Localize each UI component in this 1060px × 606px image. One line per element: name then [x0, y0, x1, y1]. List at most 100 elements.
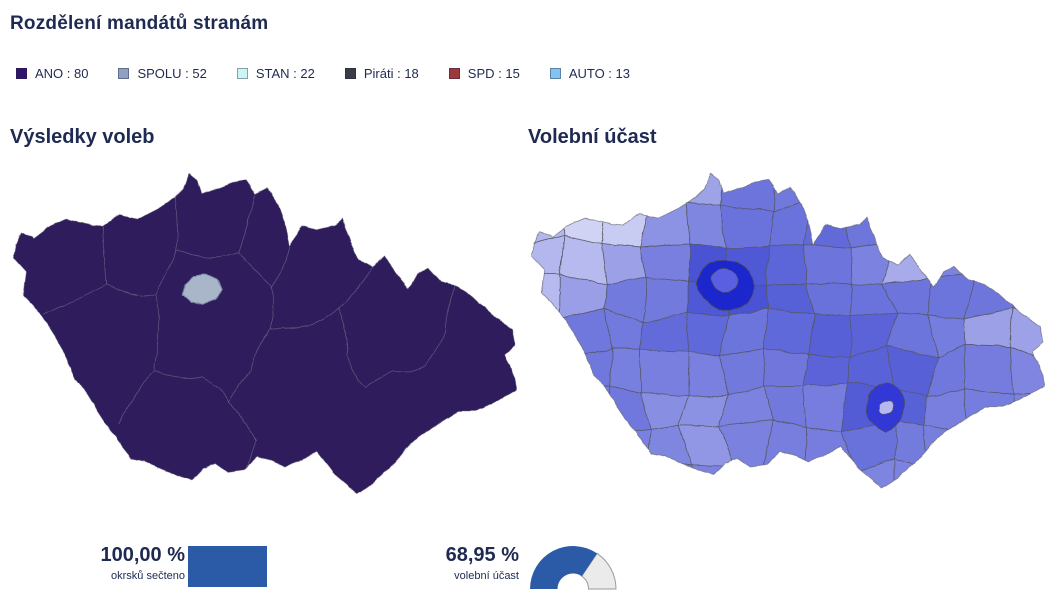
party-color-swatch: [549, 68, 561, 79]
counted-progress-bar: [188, 546, 267, 587]
party-color-swatch: [236, 68, 248, 79]
gauge-value-arc: [530, 546, 598, 589]
party-legend: ANO : 80 SPOLU : 52 STAN : 22 Piráti : 1…: [16, 66, 630, 81]
district-cell[interactable]: [1011, 390, 1052, 432]
district-cell[interactable]: [766, 283, 815, 315]
district-cell[interactable]: [718, 166, 777, 212]
district-cell[interactable]: [967, 430, 1019, 465]
legend-label: ANO : 80: [35, 66, 89, 81]
district-cell[interactable]: [560, 462, 605, 502]
district-cell[interactable]: [921, 197, 972, 244]
legend-label: AUTO : 13: [568, 66, 630, 81]
district-cell[interactable]: [599, 458, 647, 502]
prague-region[interactable]: [181, 273, 223, 306]
counted-stat: 100,00 % okrsků sečteno: [59, 543, 185, 582]
legend-item-auto[interactable]: AUTO : 13: [549, 66, 630, 81]
counted-percent-value: 100,00 %: [100, 544, 185, 566]
district-cell[interactable]: [524, 273, 561, 321]
district-cell[interactable]: [603, 429, 653, 467]
district-cell[interactable]: [963, 345, 1014, 395]
district-cell[interactable]: [968, 460, 1019, 502]
district-cell[interactable]: [557, 429, 609, 467]
district-cell[interactable]: [841, 166, 898, 201]
district-cell[interactable]: [1004, 199, 1052, 245]
turnout-gauge: [530, 546, 617, 590]
district-cell[interactable]: [561, 166, 607, 201]
legend-label: SPD : 15: [467, 66, 520, 81]
turnout-percent-value: 68,95 %: [445, 544, 519, 566]
district-cell[interactable]: [922, 424, 975, 468]
party-color-swatch: [16, 68, 27, 79]
country-shape-results[interactable]: [13, 173, 517, 494]
district-cell[interactable]: [524, 427, 561, 474]
legend-label: SPOLU : 52: [137, 66, 207, 81]
district-cell[interactable]: [639, 201, 691, 248]
district-cell[interactable]: [921, 237, 979, 279]
district-cell[interactable]: [929, 166, 978, 204]
legend-item-pirati[interactable]: Piráti : 18: [344, 66, 419, 81]
district-cell[interactable]: [609, 349, 642, 394]
party-color-swatch: [118, 68, 130, 79]
district-cell[interactable]: [524, 319, 570, 358]
district-cell[interactable]: [893, 172, 935, 199]
legend-label: Piráti : 18: [363, 66, 419, 81]
district-cell[interactable]: [718, 205, 775, 249]
legend-label: STAN : 22: [255, 66, 315, 81]
results-choropleth-map[interactable]: [6, 166, 524, 508]
turnout-choropleth-map[interactable]: [524, 166, 1052, 502]
district-cell[interactable]: [723, 465, 774, 502]
district-cell[interactable]: [766, 244, 807, 286]
party-color-swatch: [344, 68, 356, 79]
district-cell[interactable]: [965, 237, 1019, 275]
district-cell[interactable]: [524, 462, 562, 502]
counted-label: okrsků sečteno: [111, 570, 185, 582]
district-cell[interactable]: [524, 169, 572, 212]
district-cell[interactable]: [524, 391, 567, 431]
district-cell[interactable]: [965, 199, 1013, 245]
region-borders: [43, 195, 457, 471]
results-map-title: Výsledky voleb: [10, 126, 155, 148]
district-cell[interactable]: [1008, 458, 1052, 502]
district-cell[interactable]: [803, 355, 852, 387]
district-cell[interactable]: [804, 468, 857, 502]
district-cell[interactable]: [881, 241, 934, 286]
page-title: Rozdělení mandátů stranám: [10, 13, 269, 34]
legend-item-spd[interactable]: SPD : 15: [448, 66, 520, 81]
brno-city-district[interactable]: [879, 399, 894, 416]
party-color-swatch: [448, 68, 460, 79]
district-cell[interactable]: [807, 313, 852, 358]
district-cell[interactable]: [557, 385, 611, 435]
legend-item-ano[interactable]: ANO : 80: [16, 66, 88, 81]
turnout-map-title: Volební účast: [528, 126, 657, 148]
turnout-label: volební účast: [454, 570, 519, 582]
turnout-stat: 68,95 % volební účast: [393, 543, 519, 582]
district-cell[interactable]: [1004, 237, 1052, 275]
gauge-remainder-arc: [581, 552, 617, 590]
prague-city-district[interactable]: [709, 267, 739, 294]
legend-item-stan[interactable]: STAN : 22: [236, 66, 315, 81]
district-cells: [524, 166, 1052, 502]
district-cell[interactable]: [1012, 270, 1052, 311]
district-cell[interactable]: [802, 196, 852, 249]
district-cell[interactable]: [927, 463, 975, 502]
district-cell[interactable]: [803, 166, 850, 201]
district-cell[interactable]: [1011, 166, 1052, 201]
district-cell[interactable]: [1011, 428, 1052, 462]
legend-item-spolu[interactable]: SPOLU : 52: [118, 66, 207, 81]
district-cell[interactable]: [803, 382, 849, 434]
district-cell[interactable]: [1009, 346, 1052, 395]
district-cell[interactable]: [963, 389, 1014, 434]
district-cell[interactable]: [763, 308, 815, 357]
district-cell[interactable]: [802, 244, 852, 284]
district-cell[interactable]: [760, 468, 806, 502]
district-cell[interactable]: [597, 166, 650, 212]
district-cell[interactable]: [970, 166, 1015, 204]
district-cell[interactable]: [565, 348, 614, 393]
district-cell[interactable]: [524, 349, 570, 393]
district-cell[interactable]: [685, 464, 736, 502]
district-cell[interactable]: [642, 458, 692, 502]
district-cell[interactable]: [893, 195, 935, 244]
district-cell[interactable]: [639, 166, 686, 212]
district-cell[interactable]: [639, 349, 691, 397]
